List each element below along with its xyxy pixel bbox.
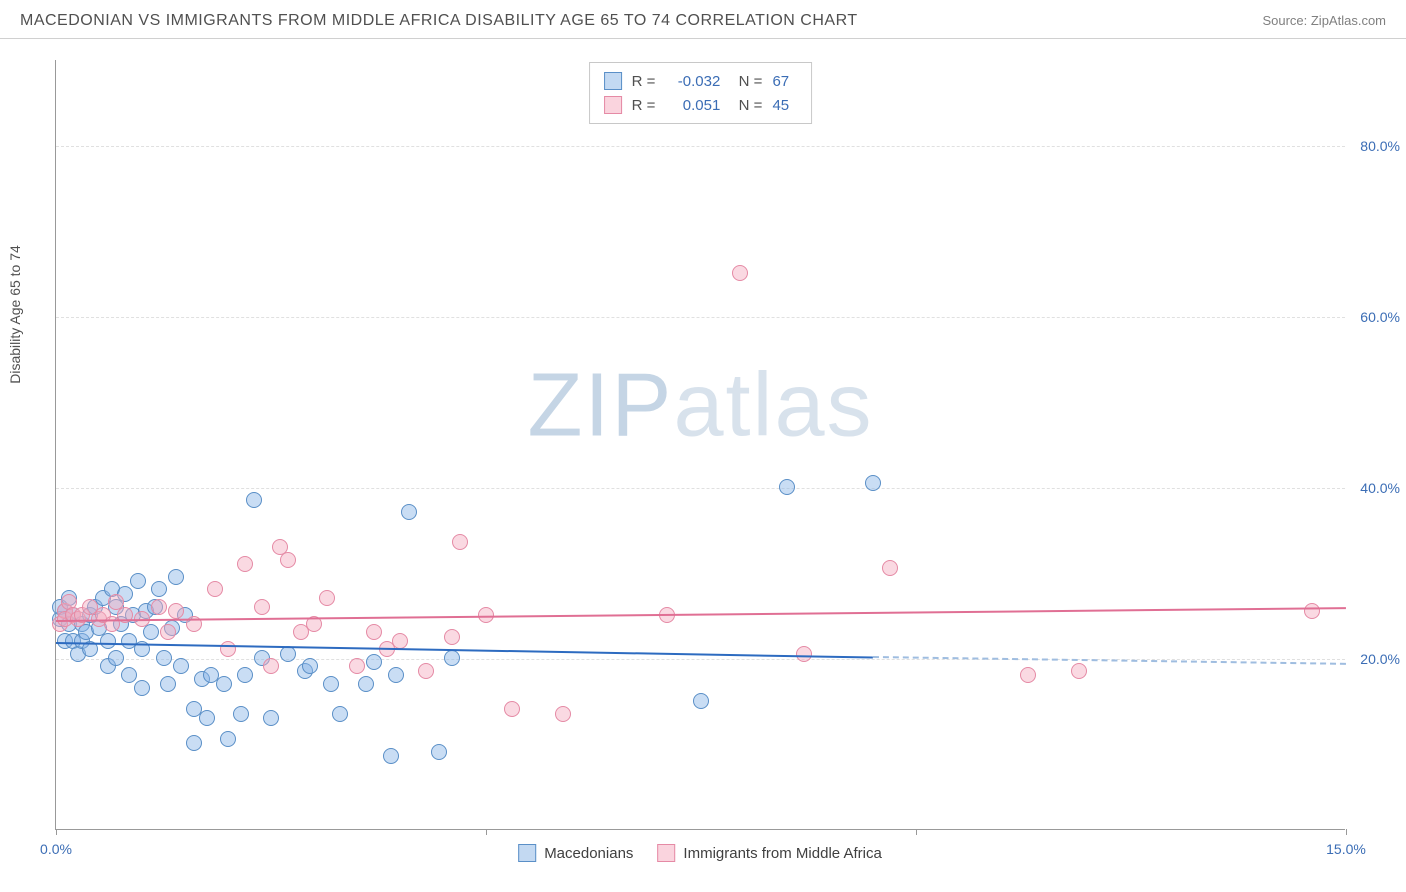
data-point: [263, 658, 279, 674]
data-point: [186, 735, 202, 751]
corr-n-value-2: 45: [772, 97, 797, 114]
data-point: [349, 658, 365, 674]
data-point: [1071, 663, 1087, 679]
data-point: [254, 599, 270, 615]
trend-line-pink: [56, 608, 1346, 623]
data-point: [160, 624, 176, 640]
data-point: [882, 560, 898, 576]
data-point: [1020, 667, 1036, 683]
data-point: [237, 667, 253, 683]
data-point: [444, 650, 460, 666]
corr-n-label: N =: [730, 97, 762, 114]
data-point: [796, 646, 812, 662]
x-tick: [56, 829, 57, 835]
legend-item-2: Immigrants from Middle Africa: [657, 844, 881, 862]
x-tick: [486, 829, 487, 835]
data-point: [444, 629, 460, 645]
corr-r-label: R =: [632, 73, 656, 90]
data-point: [220, 731, 236, 747]
legend-item-1: Macedonians: [518, 844, 633, 862]
data-point: [237, 556, 253, 572]
data-point: [779, 479, 795, 495]
bottom-legend: Macedonians Immigrants from Middle Afric…: [518, 844, 882, 862]
data-point: [504, 701, 520, 717]
legend-label-2: Immigrants from Middle Africa: [683, 845, 881, 862]
x-tick-label: 15.0%: [1326, 841, 1366, 857]
corr-r-value-2: 0.051: [665, 97, 720, 114]
data-point: [160, 676, 176, 692]
swatch-blue-icon: [604, 72, 622, 90]
data-point: [418, 663, 434, 679]
data-point: [100, 633, 116, 649]
data-point: [233, 706, 249, 722]
data-point: [319, 590, 335, 606]
data-point: [401, 504, 417, 520]
data-point: [332, 706, 348, 722]
data-point: [134, 680, 150, 696]
corr-n-label: N =: [730, 73, 762, 90]
data-point: [693, 693, 709, 709]
data-point: [168, 569, 184, 585]
data-point: [216, 676, 232, 692]
data-point: [207, 581, 223, 597]
chart-container: Disability Age 65 to 74 ZIPatlas R = -0.…: [55, 60, 1345, 830]
corr-n-value-1: 67: [772, 73, 797, 90]
data-point: [388, 667, 404, 683]
data-point: [358, 676, 374, 692]
corr-row-2: R = 0.051 N = 45: [604, 93, 798, 117]
data-point: [302, 658, 318, 674]
swatch-pink-icon: [657, 844, 675, 862]
data-point: [732, 265, 748, 281]
data-point: [121, 667, 137, 683]
grid-line: [56, 146, 1345, 147]
correlation-legend: R = -0.032 N = 67 R = 0.051 N = 45: [589, 62, 813, 124]
data-point: [280, 552, 296, 568]
x-tick-label: 0.0%: [40, 841, 72, 857]
chart-title: MACEDONIAN VS IMMIGRANTS FROM MIDDLE AFR…: [20, 12, 858, 30]
data-point: [130, 573, 146, 589]
x-tick: [1346, 829, 1347, 835]
trend-line-blue: [56, 642, 873, 659]
data-point: [151, 599, 167, 615]
data-point: [1304, 603, 1320, 619]
data-point: [555, 706, 571, 722]
data-point: [392, 633, 408, 649]
data-point: [431, 744, 447, 760]
corr-row-1: R = -0.032 N = 67: [604, 69, 798, 93]
x-tick: [916, 829, 917, 835]
y-axis-label: Disability Age 65 to 74: [7, 245, 23, 384]
data-point: [865, 475, 881, 491]
y-tick-label: 20.0%: [1350, 651, 1400, 667]
data-point: [168, 603, 184, 619]
swatch-blue-icon: [518, 844, 536, 862]
plot-area: ZIPatlas R = -0.032 N = 67 R = 0.051 N =…: [55, 60, 1345, 830]
source-label: Source: ZipAtlas.com: [1262, 13, 1386, 28]
title-bar: MACEDONIAN VS IMMIGRANTS FROM MIDDLE AFR…: [0, 0, 1406, 39]
trend-line-blue-dash: [873, 656, 1346, 665]
watermark: ZIPatlas: [527, 355, 873, 458]
data-point: [263, 710, 279, 726]
data-point: [366, 624, 382, 640]
grid-line: [56, 317, 1345, 318]
data-point: [173, 658, 189, 674]
grid-line: [56, 488, 1345, 489]
data-point: [156, 650, 172, 666]
data-point: [108, 650, 124, 666]
corr-r-label: R =: [632, 97, 656, 114]
data-point: [199, 710, 215, 726]
data-point: [220, 641, 236, 657]
y-tick-label: 80.0%: [1350, 138, 1400, 154]
y-tick-label: 60.0%: [1350, 309, 1400, 325]
data-point: [246, 492, 262, 508]
y-tick-label: 40.0%: [1350, 480, 1400, 496]
data-point: [452, 534, 468, 550]
data-point: [323, 676, 339, 692]
legend-label-1: Macedonians: [544, 845, 633, 862]
data-point: [383, 748, 399, 764]
data-point: [366, 654, 382, 670]
swatch-pink-icon: [604, 96, 622, 114]
corr-r-value-1: -0.032: [665, 73, 720, 90]
data-point: [151, 581, 167, 597]
